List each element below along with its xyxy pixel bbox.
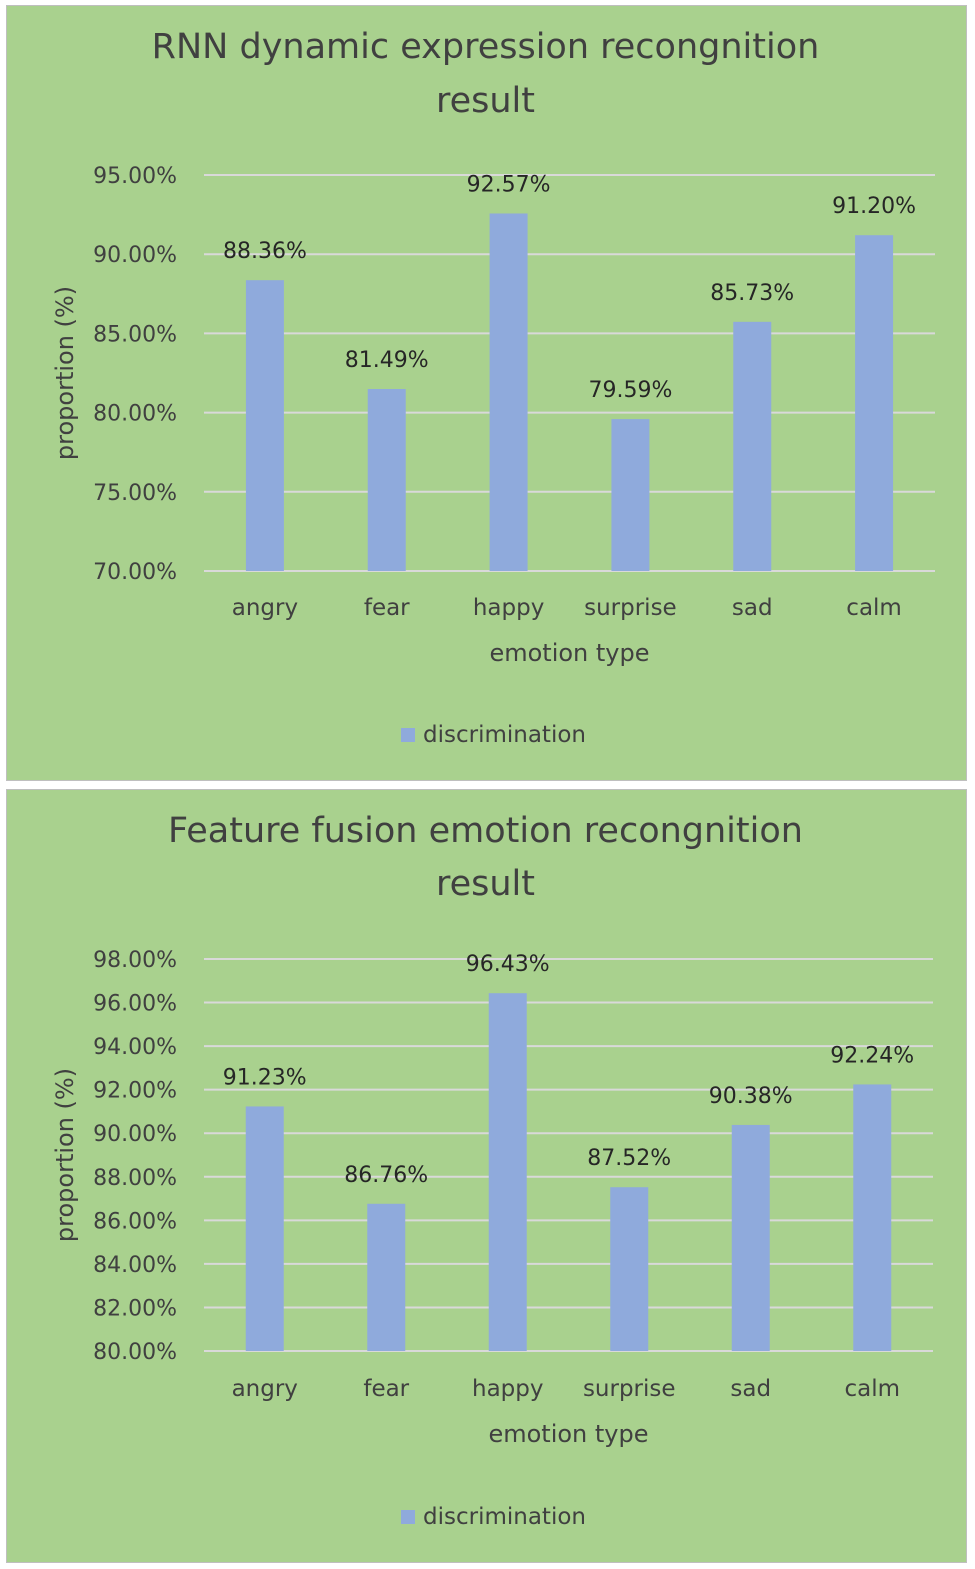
bar-sad bbox=[733, 321, 772, 571]
y-tick-label: 90.00% bbox=[93, 1122, 177, 1147]
y-tick-label: 90.00% bbox=[93, 243, 177, 268]
legend-swatch bbox=[401, 1510, 415, 1524]
y-tick-label: 94.00% bbox=[93, 1035, 177, 1060]
y-tick-label: 96.00% bbox=[93, 992, 177, 1017]
chart-title-line: Feature fusion emotion recongnition bbox=[168, 811, 803, 851]
y-tick-label: 80.00% bbox=[93, 402, 177, 427]
x-tick-label: happy bbox=[472, 1376, 543, 1402]
y-tick-label: 88.00% bbox=[93, 1166, 177, 1191]
data-label: 91.20% bbox=[832, 194, 916, 219]
y-tick-label: 80.00% bbox=[93, 1340, 177, 1365]
bar-calm bbox=[855, 235, 894, 571]
legend-swatch bbox=[401, 728, 415, 742]
data-label: 91.23% bbox=[223, 1065, 307, 1090]
y-tick-label: 75.00% bbox=[93, 481, 177, 506]
x-tick-label: surprise bbox=[584, 595, 677, 621]
x-axis-label: emotion type bbox=[489, 639, 649, 667]
x-tick-label: surprise bbox=[583, 1376, 676, 1402]
data-label: 96.43% bbox=[466, 952, 550, 977]
chart-title-line: RNN dynamic expression recongnition bbox=[152, 27, 820, 67]
chart-title-line: result bbox=[436, 81, 535, 121]
bar-surprise bbox=[610, 1187, 649, 1351]
chart-panel-feature-fusion: Feature fusion emotion recongnition resul… bbox=[6, 789, 967, 1563]
chart-title-line: result bbox=[436, 864, 535, 904]
y-tick-label: 98.00% bbox=[93, 948, 177, 973]
bar-surprise bbox=[611, 419, 650, 571]
data-label: 79.59% bbox=[588, 378, 672, 403]
data-label: 90.38% bbox=[709, 1084, 793, 1109]
x-tick-label: angry bbox=[232, 1376, 298, 1402]
y-tick-label: 70.00% bbox=[93, 560, 177, 585]
legend-label: discrimination bbox=[423, 722, 586, 748]
bar-angry bbox=[245, 280, 284, 571]
chart-svg-rnn: RNN dynamic expression recongnition resul… bbox=[51, 27, 935, 748]
data-label: 88.36% bbox=[223, 239, 307, 264]
data-label: 81.49% bbox=[345, 348, 429, 373]
y-tick-label: 95.00% bbox=[93, 164, 177, 189]
chart-svg-feature-fusion: Feature fusion emotion recongnition resul… bbox=[51, 811, 933, 1530]
data-label: 92.57% bbox=[467, 172, 551, 197]
y-axis-label: proportion (%) bbox=[51, 286, 79, 460]
bar-angry bbox=[245, 1106, 284, 1351]
x-tick-label: fear bbox=[364, 595, 410, 621]
x-tick-label: happy bbox=[473, 595, 544, 621]
bar-sad bbox=[731, 1124, 770, 1351]
legend-label: discrimination bbox=[423, 1504, 586, 1530]
bar-happy bbox=[489, 213, 528, 571]
y-tick-label: 82.00% bbox=[93, 1296, 177, 1321]
y-tick-label: 92.00% bbox=[93, 1079, 177, 1104]
y-tick-label: 85.00% bbox=[93, 322, 177, 347]
bar-fear bbox=[367, 1203, 406, 1351]
x-tick-label: fear bbox=[363, 1376, 409, 1402]
bar-fear bbox=[367, 388, 406, 571]
chart-panel-rnn: RNN dynamic expression recongnition resul… bbox=[6, 5, 967, 781]
x-tick-label: sad bbox=[730, 1376, 771, 1402]
bar-calm bbox=[853, 1084, 892, 1351]
data-label: 86.76% bbox=[344, 1163, 428, 1188]
x-tick-label: angry bbox=[232, 595, 298, 621]
y-tick-label: 84.00% bbox=[93, 1253, 177, 1278]
data-label: 92.24% bbox=[830, 1043, 914, 1068]
y-tick-label: 86.00% bbox=[93, 1209, 177, 1234]
data-label: 87.52% bbox=[587, 1146, 671, 1171]
x-axis-label: emotion type bbox=[488, 1420, 648, 1448]
x-tick-label: calm bbox=[844, 1376, 900, 1402]
data-label: 85.73% bbox=[710, 281, 794, 306]
x-tick-label: calm bbox=[846, 595, 902, 621]
y-axis-label: proportion (%) bbox=[51, 1068, 79, 1242]
bar-happy bbox=[488, 993, 527, 1351]
x-tick-label: sad bbox=[732, 595, 773, 621]
